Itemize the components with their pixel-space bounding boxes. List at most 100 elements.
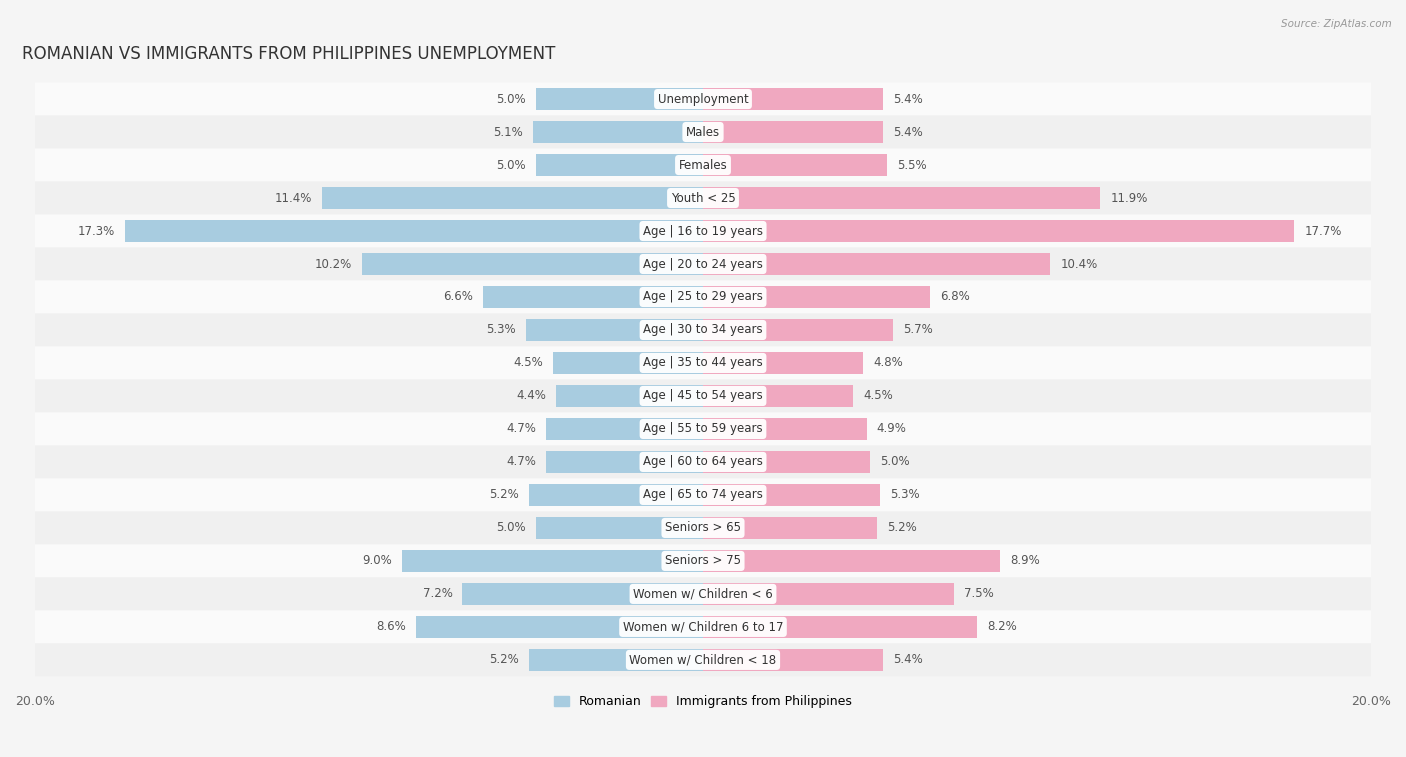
Text: 5.0%: 5.0% [496, 158, 526, 172]
Text: Women w/ Children 6 to 17: Women w/ Children 6 to 17 [623, 621, 783, 634]
Text: Unemployment: Unemployment [658, 92, 748, 105]
Bar [363, 254, 703, 275]
Text: 4.9%: 4.9% [877, 422, 907, 435]
Bar [416, 616, 703, 637]
Bar [482, 286, 703, 307]
Bar [703, 220, 1295, 241]
Text: Age | 60 to 64 years: Age | 60 to 64 years [643, 456, 763, 469]
Text: 8.6%: 8.6% [375, 621, 406, 634]
Bar [529, 650, 703, 671]
Text: 5.4%: 5.4% [893, 653, 924, 666]
Text: 4.4%: 4.4% [516, 389, 546, 403]
Text: 5.4%: 5.4% [893, 92, 924, 105]
FancyBboxPatch shape [35, 610, 1371, 643]
Bar [703, 89, 883, 110]
FancyBboxPatch shape [35, 116, 1371, 148]
Text: Females: Females [679, 158, 727, 172]
Bar [703, 418, 866, 440]
Bar [463, 583, 703, 605]
Bar [533, 121, 703, 143]
Bar [125, 220, 703, 241]
Bar [703, 352, 863, 374]
Bar [703, 517, 877, 539]
Text: Seniors > 75: Seniors > 75 [665, 554, 741, 568]
Bar [703, 286, 931, 307]
Text: Age | 20 to 24 years: Age | 20 to 24 years [643, 257, 763, 270]
Text: Age | 25 to 29 years: Age | 25 to 29 years [643, 291, 763, 304]
Bar [526, 319, 703, 341]
FancyBboxPatch shape [35, 313, 1371, 347]
Text: 17.3%: 17.3% [77, 225, 115, 238]
Text: Age | 16 to 19 years: Age | 16 to 19 years [643, 225, 763, 238]
Text: 5.2%: 5.2% [489, 653, 519, 666]
Text: 5.2%: 5.2% [887, 522, 917, 534]
Bar [703, 616, 977, 637]
Text: 5.7%: 5.7% [904, 323, 934, 336]
FancyBboxPatch shape [35, 214, 1371, 248]
Text: 9.0%: 9.0% [363, 554, 392, 568]
Text: 5.0%: 5.0% [880, 456, 910, 469]
Bar [703, 254, 1050, 275]
Text: 11.9%: 11.9% [1111, 192, 1147, 204]
FancyBboxPatch shape [35, 413, 1371, 445]
Text: Women w/ Children < 18: Women w/ Children < 18 [630, 653, 776, 666]
FancyBboxPatch shape [35, 445, 1371, 478]
Text: 5.3%: 5.3% [890, 488, 920, 501]
Bar [546, 451, 703, 472]
Text: Age | 45 to 54 years: Age | 45 to 54 years [643, 389, 763, 403]
FancyBboxPatch shape [35, 379, 1371, 413]
Bar [703, 319, 893, 341]
Bar [553, 352, 703, 374]
Bar [546, 418, 703, 440]
Text: 8.2%: 8.2% [987, 621, 1017, 634]
Bar [703, 583, 953, 605]
Bar [536, 517, 703, 539]
Text: 8.9%: 8.9% [1011, 554, 1040, 568]
Bar [703, 385, 853, 407]
Text: Age | 55 to 59 years: Age | 55 to 59 years [643, 422, 763, 435]
Text: Seniors > 65: Seniors > 65 [665, 522, 741, 534]
Text: 4.5%: 4.5% [863, 389, 893, 403]
FancyBboxPatch shape [35, 544, 1371, 578]
Text: 7.2%: 7.2% [423, 587, 453, 600]
Text: 5.0%: 5.0% [496, 92, 526, 105]
Bar [703, 187, 1101, 209]
Text: 5.3%: 5.3% [486, 323, 516, 336]
Text: Males: Males [686, 126, 720, 139]
Bar [703, 121, 883, 143]
Bar [703, 550, 1000, 572]
Bar [536, 154, 703, 176]
Bar [322, 187, 703, 209]
Text: 5.4%: 5.4% [893, 126, 924, 139]
FancyBboxPatch shape [35, 83, 1371, 116]
Text: 10.4%: 10.4% [1060, 257, 1098, 270]
Bar [703, 451, 870, 472]
Text: Women w/ Children < 6: Women w/ Children < 6 [633, 587, 773, 600]
Text: 5.2%: 5.2% [489, 488, 519, 501]
FancyBboxPatch shape [35, 347, 1371, 379]
FancyBboxPatch shape [35, 248, 1371, 281]
Bar [536, 89, 703, 110]
Text: 4.7%: 4.7% [506, 456, 536, 469]
Text: 4.5%: 4.5% [513, 357, 543, 369]
Text: 6.8%: 6.8% [941, 291, 970, 304]
Bar [555, 385, 703, 407]
Text: 4.7%: 4.7% [506, 422, 536, 435]
Text: Age | 30 to 34 years: Age | 30 to 34 years [643, 323, 763, 336]
Bar [529, 484, 703, 506]
Text: 4.8%: 4.8% [873, 357, 903, 369]
FancyBboxPatch shape [35, 512, 1371, 544]
Text: 17.7%: 17.7% [1305, 225, 1341, 238]
FancyBboxPatch shape [35, 148, 1371, 182]
FancyBboxPatch shape [35, 578, 1371, 610]
Text: Youth < 25: Youth < 25 [671, 192, 735, 204]
Text: 11.4%: 11.4% [274, 192, 312, 204]
Bar [703, 154, 887, 176]
Text: ROMANIAN VS IMMIGRANTS FROM PHILIPPINES UNEMPLOYMENT: ROMANIAN VS IMMIGRANTS FROM PHILIPPINES … [21, 45, 555, 64]
FancyBboxPatch shape [35, 281, 1371, 313]
Bar [703, 650, 883, 671]
FancyBboxPatch shape [35, 643, 1371, 677]
Legend: Romanian, Immigrants from Philippines: Romanian, Immigrants from Philippines [548, 690, 858, 713]
FancyBboxPatch shape [35, 182, 1371, 214]
Text: 10.2%: 10.2% [315, 257, 353, 270]
